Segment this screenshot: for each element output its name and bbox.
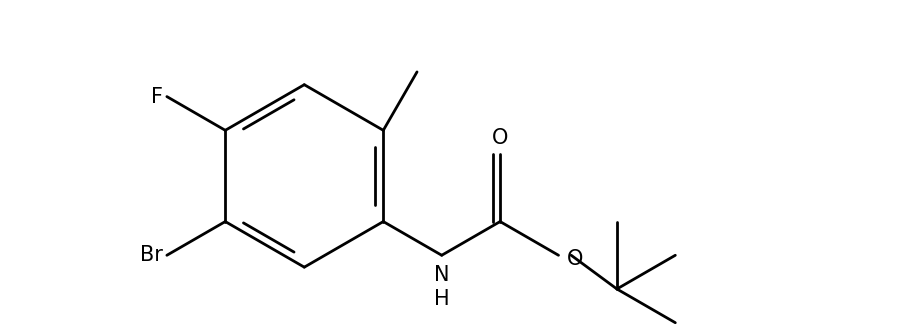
Text: O: O — [566, 249, 583, 269]
Text: H: H — [434, 289, 450, 308]
Text: Br: Br — [140, 245, 162, 265]
Text: N: N — [434, 265, 450, 285]
Text: O: O — [492, 128, 509, 148]
Text: F: F — [151, 87, 162, 107]
